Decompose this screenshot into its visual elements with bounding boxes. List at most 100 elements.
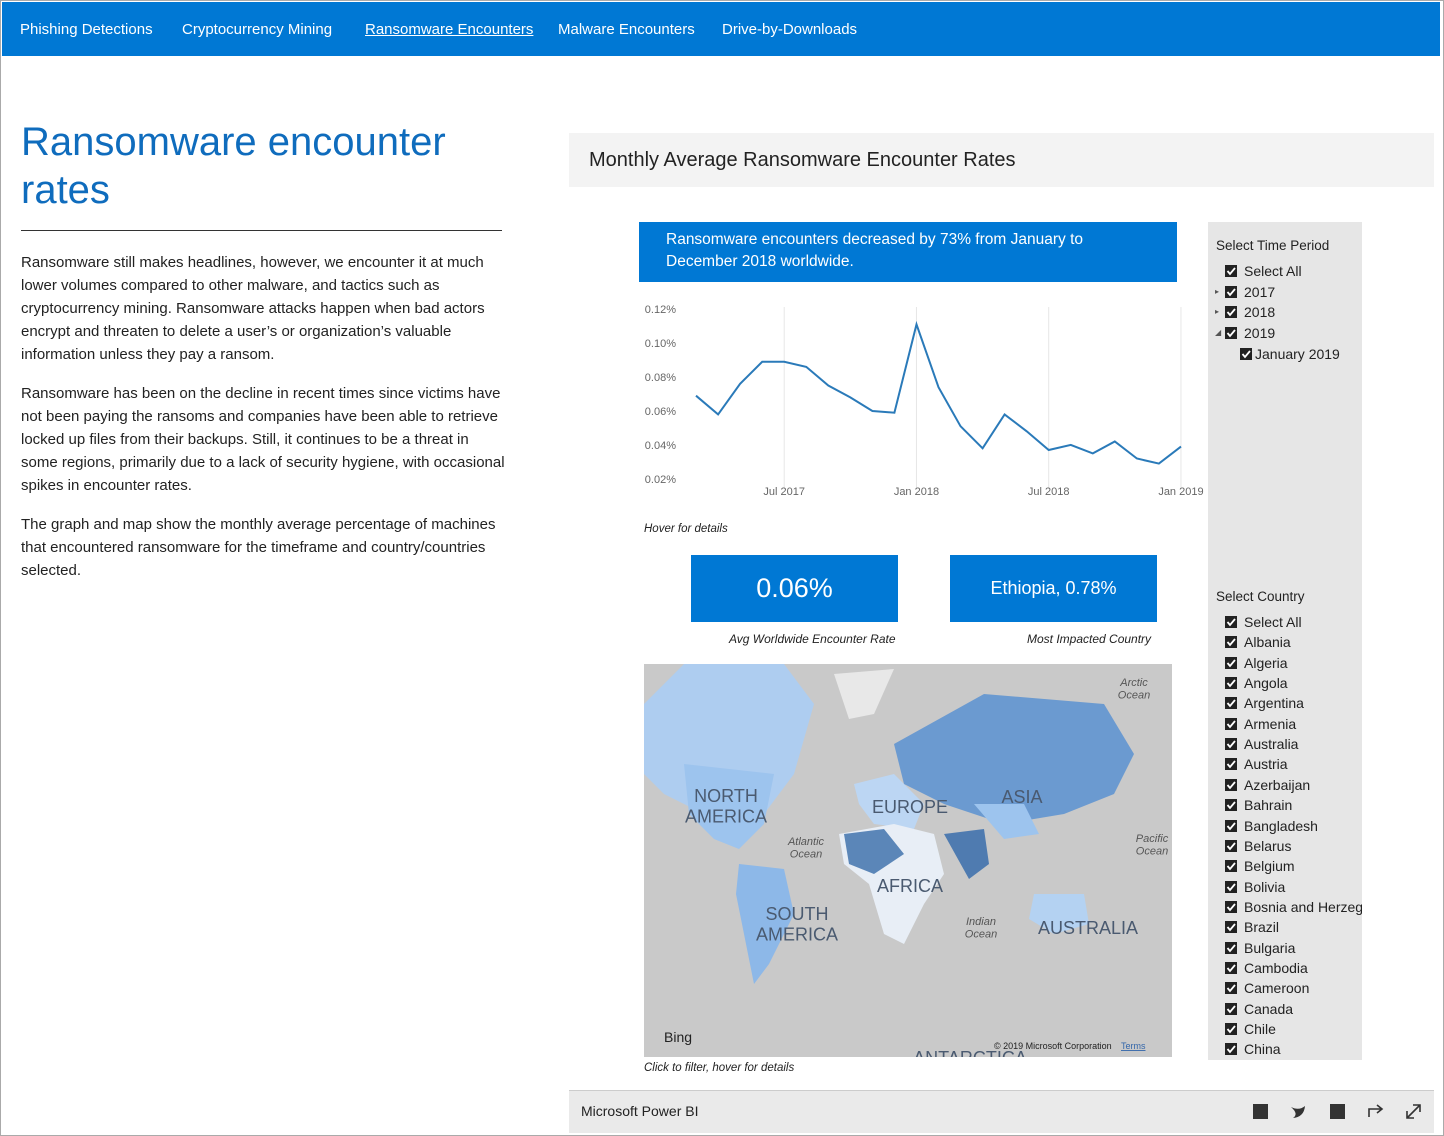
twitter-icon[interactable]	[1291, 1106, 1305, 1118]
map-label: AFRICA	[877, 876, 943, 896]
slicer-item[interactable]: 2018	[1244, 304, 1276, 321]
checkbox-check	[1226, 944, 1236, 952]
checkbox[interactable]	[1225, 738, 1237, 751]
checkbox[interactable]	[1225, 900, 1237, 913]
facebook-icon[interactable]	[1330, 1104, 1345, 1119]
checkbox[interactable]	[1225, 656, 1237, 669]
checkbox[interactable]	[1225, 961, 1237, 974]
checkbox[interactable]	[1225, 921, 1237, 934]
checkbox-check	[1226, 1025, 1236, 1034]
checkbox[interactable]	[1225, 799, 1237, 812]
checkbox-box	[1225, 961, 1237, 974]
slicer-item[interactable]: Belgium	[1244, 858, 1295, 875]
checkbox[interactable]	[1225, 636, 1237, 649]
checkbox[interactable]	[1225, 285, 1237, 298]
map-terms[interactable]: Terms	[1121, 1041, 1146, 1051]
paragraph: Ransomware still makes headlines, howeve…	[21, 254, 485, 363]
slicer-item[interactable]: Brazil	[1244, 919, 1280, 936]
slicer-item[interactable]: Bangladesh	[1244, 817, 1318, 834]
map-copyright: © 2019 Microsoft Corporation	[994, 1041, 1112, 1051]
nav-link[interactable]: Drive-by-Downloads	[722, 21, 858, 38]
checkbox-check	[1226, 801, 1236, 810]
checkbox-box	[1225, 697, 1237, 710]
nav-link[interactable]: Ransomware Encounters	[365, 21, 534, 38]
checkbox-box	[1225, 265, 1237, 277]
slicer-item[interactable]: 2019	[1244, 325, 1276, 342]
checkbox[interactable]	[1225, 819, 1237, 832]
map-label: AUSTRALIA	[1038, 918, 1138, 938]
expander[interactable]: ▸	[1215, 286, 1220, 296]
x-tick-label: Jan 2019	[1158, 486, 1203, 498]
slicer-item[interactable]: China	[1244, 1041, 1281, 1058]
checkbox[interactable]	[1225, 327, 1237, 340]
slicer-item[interactable]: Angola	[1244, 675, 1288, 692]
x-tick-label: Jan 2018	[894, 486, 939, 498]
nav-link[interactable]: Cryptocurrency Mining	[182, 21, 333, 38]
slicer-item[interactable]: Select All	[1244, 614, 1302, 630]
checkbox[interactable]	[1225, 717, 1237, 730]
nav-link[interactable]: Malware Encounters	[558, 21, 695, 38]
linkedin-icon[interactable]	[1253, 1104, 1268, 1119]
nav-link[interactable]: Phishing Detections	[20, 21, 153, 38]
slicer-item[interactable]: Cameroon	[1244, 980, 1310, 997]
line-chart[interactable]: Jul 2017 Jan 2018 Jul 2018 Jan 2019 0.02% 0.0…	[569, 290, 1209, 520]
checkbox[interactable]	[1225, 880, 1237, 893]
checkbox-check	[1241, 350, 1251, 359]
slicer-item[interactable]: January 2019	[1255, 345, 1340, 362]
slicer-item[interactable]: Bulgaria	[1244, 939, 1296, 956]
y-tick-label: 0.04%	[645, 440, 676, 452]
slicer-item[interactable]: Albania	[1244, 634, 1291, 651]
checkbox[interactable]	[1225, 758, 1237, 771]
slicer-item[interactable]: Bolivia	[1244, 878, 1286, 895]
map-label: ANTARCTICA	[913, 1048, 1027, 1057]
checkbox[interactable]	[1240, 347, 1252, 360]
slicer-item[interactable]: Chile	[1244, 1021, 1276, 1037]
checkbox-box	[1225, 717, 1237, 730]
slicer-item[interactable]: Australia	[1244, 736, 1299, 753]
share-icon[interactable]	[1368, 1104, 1384, 1117]
slicer-item[interactable]: Bosnia and Herzeg	[1244, 898, 1362, 915]
slicer-item[interactable]: Cambodia	[1244, 959, 1308, 976]
checkbox-box	[1225, 738, 1237, 751]
fullscreen-icon[interactable]	[1406, 1104, 1421, 1119]
checkbox[interactable]	[1225, 941, 1237, 954]
checkbox[interactable]	[1225, 778, 1237, 791]
slicer-panel: Select Time Period Select Country Select…	[1208, 222, 1362, 1060]
slicer-item[interactable]: Canada	[1244, 1000, 1294, 1017]
checkbox[interactable]	[1225, 677, 1237, 690]
kpi-card: Ethiopia, 0.78%	[950, 555, 1157, 622]
checkbox[interactable]	[1225, 697, 1237, 710]
slicer-item[interactable]: Select All	[1244, 263, 1302, 279]
slicer-item[interactable]: Armenia	[1244, 715, 1297, 732]
slicer-item[interactable]: Belarus	[1244, 837, 1292, 854]
slicer-item[interactable]: Algeria	[1244, 654, 1288, 671]
checkbox[interactable]	[1225, 982, 1237, 995]
checkbox-box	[1225, 656, 1237, 669]
checkbox-check	[1226, 821, 1236, 830]
chart-note: Hover for details	[644, 523, 728, 535]
map-note: Click to filter, hover for details	[644, 1062, 795, 1074]
slicer-item[interactable]: Argentina	[1244, 695, 1304, 712]
expander[interactable]: ◢	[1215, 328, 1222, 338]
checkbox[interactable]	[1225, 839, 1237, 852]
map[interactable]: Arctic Ocean NORTH AMERICA EUROPE ASIA Atlanti…	[644, 664, 1172, 1057]
article-body: Ransomware still makes headlines, howeve…	[21, 251, 505, 598]
checkbox-box	[1225, 799, 1237, 812]
report-header: Monthly Average Ransomware Encounter Rat…	[569, 133, 1434, 187]
paragraph: Ransomware has been on the decline in re…	[21, 385, 505, 494]
slicer-item[interactable]: Bahrain	[1244, 797, 1293, 814]
slicer-item[interactable]: 2017	[1244, 283, 1276, 300]
checkbox[interactable]	[1225, 1023, 1237, 1035]
checkbox-check	[1226, 984, 1236, 993]
checkbox[interactable]	[1225, 1043, 1237, 1056]
checkbox[interactable]	[1225, 616, 1237, 628]
expander[interactable]: ▸	[1215, 307, 1220, 317]
checkbox[interactable]	[1225, 1002, 1237, 1015]
slicer-item[interactable]: Azerbaijan	[1244, 776, 1311, 793]
checkbox[interactable]	[1225, 306, 1237, 319]
data-line[interactable]	[695, 320, 1182, 465]
checkbox[interactable]	[1225, 265, 1237, 277]
checkbox[interactable]	[1225, 860, 1237, 873]
slicer-item[interactable]: Austria	[1244, 756, 1288, 773]
